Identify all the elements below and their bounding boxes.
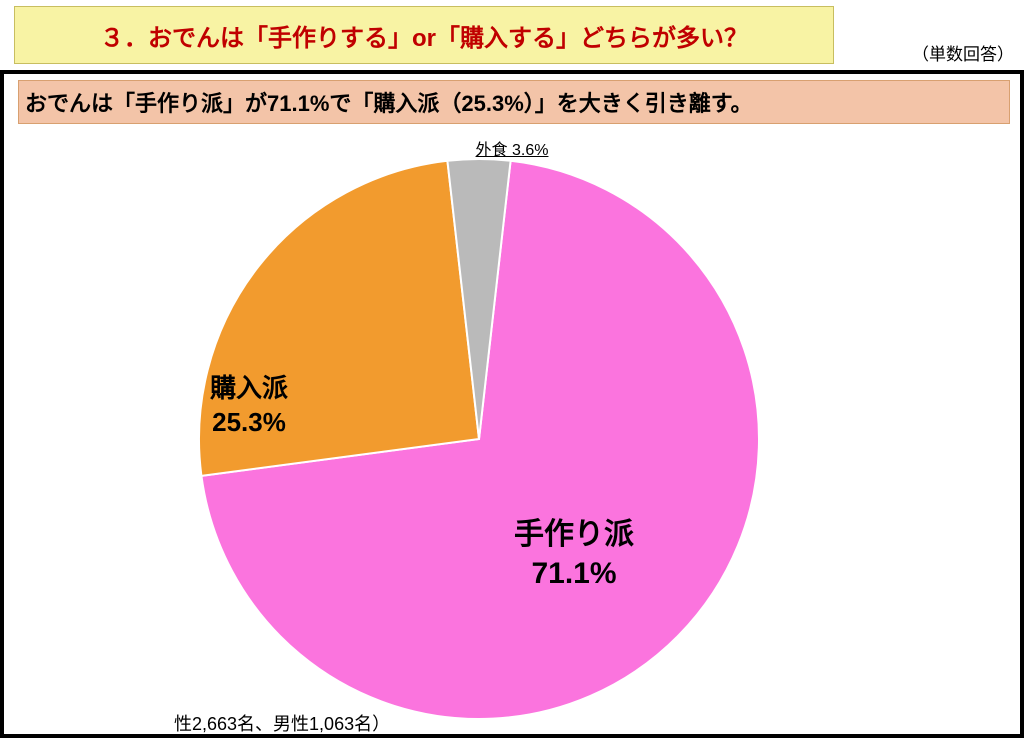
pie-slice-label: 手作り派71.1%	[514, 515, 634, 593]
answer-type-note: （単数回答）	[912, 40, 1014, 65]
chart-frame: ３．おでんは「手作りする」or「購入する」どちらが多い？ （単数回答） おでんは…	[0, 0, 1024, 738]
pie-slice-label: 購入派25.3%	[210, 372, 288, 440]
title-bar: ３．おでんは「手作りする」or「購入する」どちらが多い？ （単数回答）	[0, 0, 1024, 74]
chart-area: 外食 3.6% 手作り派71.1%購入派25.3% 性2,663名、男性1,06…	[4, 124, 1020, 734]
question-title: ３．おでんは「手作りする」or「購入する」どちらが多い？	[14, 6, 834, 64]
summary-callout: おでんは「手作り派」が71.1%で「購入派（25.3%）」を大きく引き離す。	[18, 80, 1010, 124]
footer-fragment-text: 性2,663名、男性1,063名）	[174, 710, 390, 736]
